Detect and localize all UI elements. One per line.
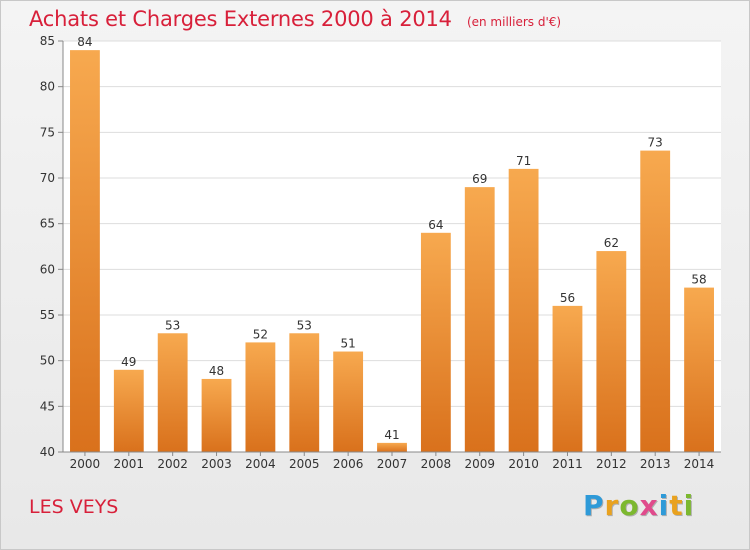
proxiti-logo: Proxiti	[583, 489, 694, 522]
data-label-2002: 53	[165, 318, 180, 332]
bar-2014	[684, 287, 714, 452]
bar-2010	[508, 168, 539, 452]
bar-2001	[113, 369, 144, 452]
data-label-2008: 64	[428, 218, 443, 232]
logo-letter: o	[619, 489, 640, 522]
x-tick-label-2008: 2008	[421, 457, 452, 471]
y-tick-label: 65	[40, 217, 55, 231]
x-tick-label-2007: 2007	[377, 457, 408, 471]
data-label-2006: 51	[340, 337, 355, 351]
bar-2008	[420, 232, 451, 452]
bar-2000	[70, 50, 100, 453]
data-label-2000: 84	[77, 35, 92, 49]
y-tick-label: 60	[40, 262, 55, 276]
data-label-2011: 56	[560, 291, 575, 305]
chart-title: Achats et Charges Externes 2000 à 2014	[29, 7, 452, 31]
x-tick-label-2006: 2006	[333, 457, 364, 471]
data-label-2014: 58	[691, 273, 706, 287]
logo-letter: x	[639, 489, 659, 522]
data-label-2010: 71	[516, 154, 531, 168]
data-label-2013: 73	[648, 136, 663, 150]
bar-2006	[333, 351, 364, 452]
x-tick-label-2010: 2010	[508, 457, 539, 471]
y-tick-label: 85	[40, 34, 55, 48]
data-label-2001: 49	[121, 355, 136, 369]
data-label-2007: 41	[384, 428, 399, 442]
bar-2007	[377, 442, 407, 452]
logo-letter: i	[658, 489, 670, 522]
x-tick-label-2004: 2004	[245, 457, 276, 471]
x-tick-label-2002: 2002	[157, 457, 188, 471]
logo-letter: t	[669, 489, 684, 522]
data-label-2005: 53	[297, 318, 312, 332]
data-label-2009: 69	[472, 172, 487, 186]
bar-2012	[596, 251, 627, 452]
logo-letter: r	[604, 489, 620, 522]
x-tick-label-2013: 2013	[640, 457, 671, 471]
bar-2009	[464, 187, 495, 452]
x-tick-label-2014: 2014	[684, 457, 715, 471]
title-row: Achats et Charges Externes 2000 à 2014 (…	[29, 7, 561, 31]
bar-2013	[640, 150, 671, 452]
x-tick-label-2005: 2005	[289, 457, 320, 471]
y-tick-label: 70	[40, 171, 55, 185]
bar-2003	[201, 378, 232, 452]
x-tick-label-2011: 2011	[552, 457, 583, 471]
x-tick-label-2001: 2001	[114, 457, 145, 471]
commune-name: LES VEYS	[29, 496, 119, 518]
x-tick-label-2009: 2009	[464, 457, 495, 471]
bar-2002	[157, 333, 188, 452]
logo-letter: P	[583, 489, 605, 522]
data-label-2004: 52	[253, 327, 268, 341]
logo-letter: i	[683, 489, 695, 522]
y-tick-label: 40	[40, 445, 55, 459]
x-tick-label-2003: 2003	[201, 457, 232, 471]
data-label-2003: 48	[209, 364, 224, 378]
y-tick-label: 55	[40, 308, 55, 322]
data-label-2012: 62	[604, 236, 619, 250]
y-tick-label: 45	[40, 399, 55, 413]
y-tick-label: 80	[40, 80, 55, 94]
chart-unit: (en milliers d'€)	[466, 15, 562, 29]
bar-2011	[552, 305, 583, 452]
y-tick-label: 75	[40, 125, 55, 139]
bar-2005	[289, 333, 320, 452]
bar-2004	[245, 342, 276, 452]
x-tick-label-2000: 2000	[70, 457, 101, 471]
x-tick-label-2012: 2012	[596, 457, 627, 471]
y-tick-label: 50	[40, 354, 55, 368]
